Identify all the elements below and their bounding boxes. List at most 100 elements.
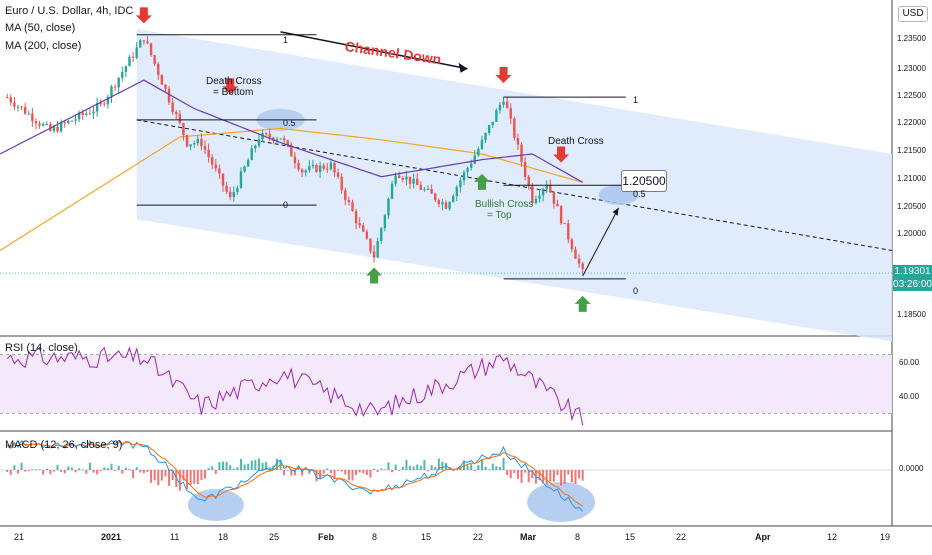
candle-body (311, 164, 315, 167)
candle-body (81, 112, 84, 115)
candle-body (146, 41, 149, 44)
macd-histogram-bar (34, 469, 37, 471)
time-label: 25 (269, 532, 280, 542)
time-label: 12 (827, 532, 838, 542)
macd-histogram-bar (99, 470, 102, 471)
macd-histogram-bar (344, 470, 347, 475)
candle-body (203, 146, 207, 150)
time-label: 15 (625, 532, 636, 542)
macd-histogram-bar (222, 461, 224, 470)
candle-body (92, 111, 95, 114)
currency-badge[interactable]: USD (898, 6, 928, 22)
candle-body (577, 258, 581, 264)
macd-histogram-bar (6, 470, 9, 473)
macd-histogram-bar (369, 470, 372, 478)
candle-body (103, 103, 106, 105)
macd-histogram-bar (563, 470, 566, 485)
candle-body (88, 113, 92, 115)
macd-histogram-bar (261, 463, 264, 470)
candle-body (67, 120, 70, 124)
bullish-cross-sub: = Top (487, 210, 512, 221)
macd-histogram-bar (268, 467, 271, 470)
candle-body (516, 137, 520, 145)
macd-histogram-bar (574, 470, 577, 485)
candle-body (527, 176, 530, 186)
macd-legend[interactable]: MACD (12, 26, close, 9) (5, 439, 123, 451)
sell-arrow-icon (553, 146, 570, 163)
rsi-tick: 60.00 (899, 358, 920, 367)
time-label: 19 (880, 532, 891, 542)
macd-histogram-bar (437, 458, 440, 470)
candle-body (117, 77, 120, 88)
candle-body (27, 113, 30, 115)
candle-body (563, 223, 566, 225)
macd-histogram-bar (232, 468, 235, 470)
candle-body (398, 175, 401, 178)
macd-histogram-bar (214, 470, 217, 474)
candle-body (523, 161, 527, 177)
macd-histogram-bar (427, 470, 430, 472)
price-tick: 1.18500 (897, 310, 926, 319)
price-tick: 1.20500 (897, 202, 926, 211)
time-label: 18 (218, 532, 229, 542)
candle-body (333, 162, 336, 173)
trend-arrow-head (458, 62, 468, 73)
candle-body (236, 187, 239, 193)
ma50-legend[interactable]: MA (50, close) (5, 22, 76, 34)
price-tick: 1.21000 (897, 174, 926, 183)
rsi-legend[interactable]: RSI (14, close) (5, 342, 78, 354)
candle-body (211, 157, 214, 165)
macd-histogram-bar (567, 470, 570, 475)
candle-body (293, 156, 297, 164)
candle-body (31, 113, 34, 122)
macd-histogram-bar (520, 470, 523, 483)
macd-histogram-bar (347, 470, 350, 481)
time-label: Mar (520, 532, 537, 542)
trend-arrow-shaft (280, 31, 468, 70)
fib-level-05-a: 0.5 (283, 118, 296, 128)
macd-histogram-bar (301, 470, 304, 476)
macd-histogram-bar (387, 462, 390, 470)
macd-histogram-bar (236, 467, 239, 470)
macd-histogram-bar (293, 470, 296, 476)
macd-histogram-bar (398, 470, 401, 471)
macd-histogram-bar (135, 467, 138, 470)
candle-body (153, 55, 156, 64)
macd-histogram-bar (247, 463, 250, 470)
time-label: 11 (170, 532, 180, 542)
candle-body (426, 188, 430, 190)
macd-histogram-bar (455, 469, 458, 471)
candle-body (279, 138, 282, 140)
candle-body (59, 122, 63, 132)
time-label: 21 (14, 532, 25, 542)
macd-histogram-bar (290, 470, 293, 476)
macd-histogram-bar (186, 470, 189, 490)
macd-histogram-bar (211, 466, 214, 470)
macd-histogram-bar (142, 470, 145, 474)
ma200-legend[interactable]: MA (200, close) (5, 40, 82, 52)
candle-body (121, 72, 124, 78)
target-price-callout: 1.20500 (621, 170, 667, 192)
macd-histogram-bar (531, 470, 534, 479)
candle-body (520, 144, 523, 162)
macd-histogram-bar (430, 465, 433, 470)
symbol-legend[interactable]: Euro / U.S. Dollar, 4h, IDC (5, 5, 134, 17)
candle-body (268, 133, 271, 138)
projection-arrow-head (612, 207, 619, 216)
macd-histogram-bar (60, 470, 63, 472)
candle-body (538, 195, 541, 199)
candle-body (541, 188, 545, 196)
candle-body (9, 97, 12, 103)
macd-histogram-bar (506, 470, 509, 476)
sell-arrow-icon (222, 78, 239, 95)
candle-body (178, 114, 182, 124)
candle-body (387, 198, 390, 216)
candle-body (77, 112, 81, 120)
macd-histogram-bar (549, 470, 552, 482)
candle-body (423, 189, 426, 191)
macd-histogram-bar (502, 458, 505, 470)
macd-histogram-bar (509, 470, 512, 479)
candle-body (340, 176, 343, 191)
